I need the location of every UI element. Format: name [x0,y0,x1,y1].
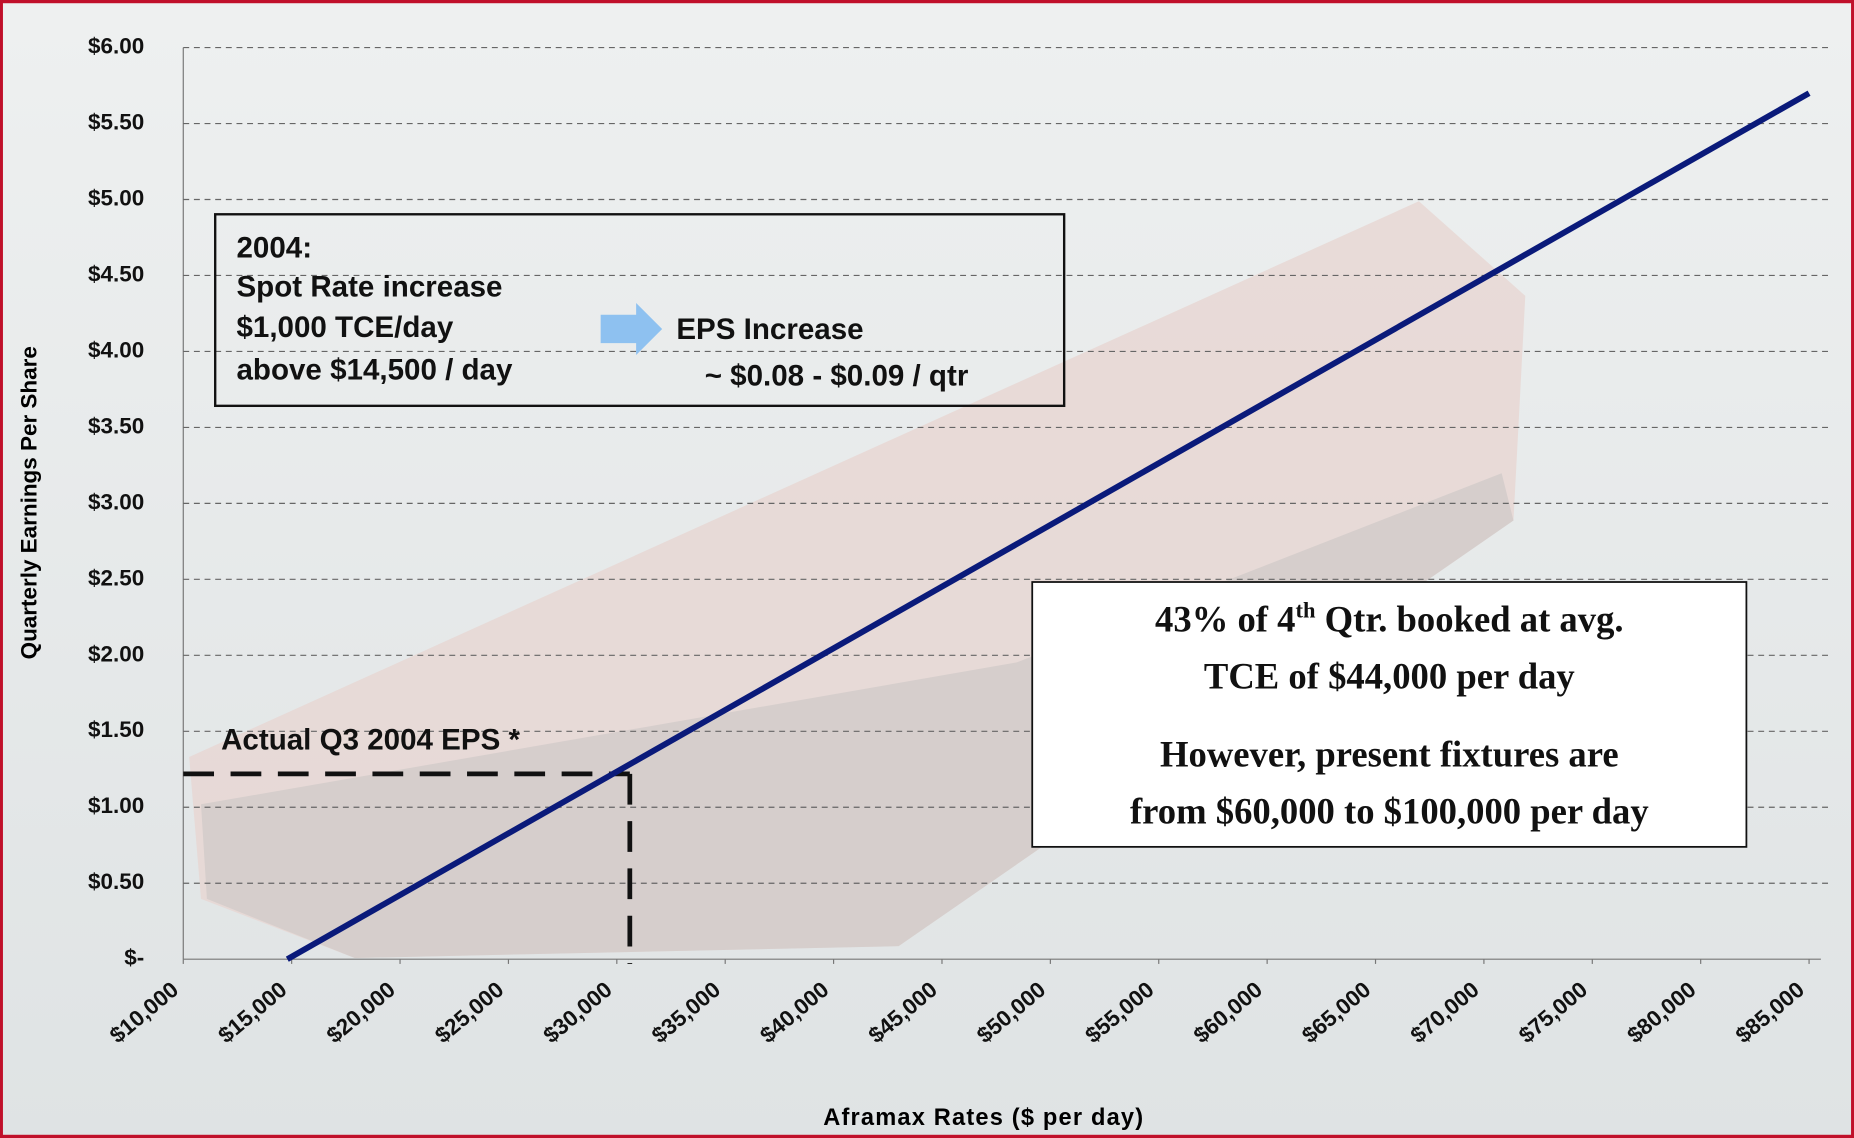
y-tick-label: $4.00 [88,337,144,362]
y-tick-label: $5.50 [88,109,144,134]
box1-line: above $14,500 / day [236,353,513,386]
box2-line: from $60,000 to $100,000 per day [1130,790,1649,831]
y-tick-label: $5.00 [88,185,144,210]
box1-line: 2004: [236,232,312,265]
y-tick-label: $0.50 [88,869,144,894]
y-tick-label: $4.50 [88,261,144,286]
ship-hull [201,473,1514,959]
y-tick-label: $2.50 [88,565,144,590]
arrow [600,302,663,355]
text: Qtr. booked at avg. [1315,599,1623,640]
box2-line: 43% of 4th Qtr. booked at avg. [1155,598,1624,640]
reference-label: Actual Q3 2004 EPS * [221,724,520,757]
box1-result: EPS Increase [676,313,863,346]
box2-line: TCE of $44,000 per day [1204,656,1575,697]
box1-line: $1,000 TCE/day [236,311,453,344]
y-tick-label: $3.00 [88,489,144,514]
box2-line: However, present fixtures are [1160,734,1619,775]
y-axis-title: Quarterly Earnings Per Share [17,346,42,659]
y-tick-label: $1.00 [88,793,144,818]
y-tick-label: $3.50 [88,413,144,438]
y-tick-label: $6.00 [88,34,144,59]
text: 43% of 4 [1155,599,1295,640]
box1 [214,213,1066,408]
data-line [285,90,1811,962]
reference-line [183,771,633,964]
box1-line: Spot Rate increase [236,271,502,304]
superscript: th [1296,598,1316,623]
y-tick-label: $1.50 [88,717,144,742]
box1-result: ~ $0.08 - $0.09 / qtr [705,359,969,392]
x-axis-title: Aframax Rates ($ per day) [823,1105,1144,1131]
y-tick-label: $2.00 [88,641,144,666]
box2 [1031,581,1748,848]
y-tick-label: $- [124,945,144,970]
